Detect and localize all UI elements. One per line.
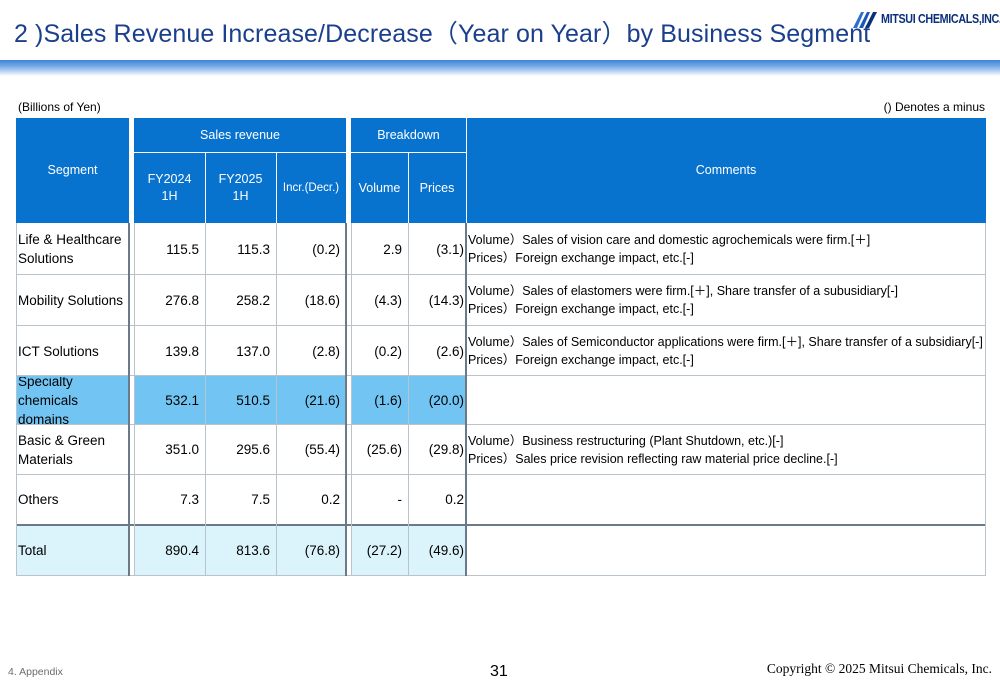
incr-value: (55.4) — [304, 442, 340, 457]
fy2025-value: 510.5 — [236, 393, 270, 408]
prices-value: (29.8) — [428, 442, 464, 457]
minus-note: () Denotes a minus — [883, 100, 985, 114]
prices-value: (49.6) — [428, 543, 464, 558]
prices-value: (2.6) — [436, 343, 464, 359]
prices-value: 0.2 — [445, 492, 464, 507]
company-logo: MITSUI CHEMICALS,INC. — [852, 8, 1000, 30]
header-volume: Volume — [351, 153, 408, 223]
table-row-segment: Basic & Green Materials — [18, 432, 106, 467]
header-prices: Prices — [408, 153, 466, 223]
table-row-segment: Mobility Solutions — [18, 292, 124, 308]
fy2025-value: 813.6 — [236, 543, 270, 558]
volume-value: (25.6) — [366, 442, 402, 457]
header-comments: Comments — [466, 118, 986, 223]
volume-value: - — [397, 492, 403, 507]
volume-value: 2.9 — [383, 241, 402, 257]
incr-value: (0.2) — [312, 241, 340, 257]
fy2025-value: 137.0 — [236, 343, 270, 359]
comment-cell: Volume）Sales of Semiconductor applicatio… — [468, 335, 983, 367]
footer-section: 4. Appendix — [8, 666, 63, 678]
header-segment: Segment — [16, 118, 129, 223]
header-sales-revenue: Sales revenue — [134, 118, 346, 153]
header-fy2024: FY2024 1H — [134, 153, 205, 223]
fy2025-value: 7.5 — [251, 492, 270, 507]
header-fy2025: FY2025 1H — [205, 153, 276, 223]
header-incr-decr: Incr.(Decr.) — [276, 153, 346, 223]
comment-cell — [466, 526, 986, 575]
volume-value: (4.3) — [374, 292, 402, 308]
fy2024-value: 532.1 — [165, 393, 199, 408]
fy2025-value: 115.3 — [237, 241, 270, 257]
header-breakdown: Breakdown — [351, 118, 466, 153]
table-row-total: Total — [18, 543, 47, 558]
table-row-segment: Others — [18, 492, 59, 507]
fy2024-value: 351.0 — [165, 442, 199, 457]
incr-value: (21.6) — [304, 393, 340, 408]
incr-value: 0.2 — [321, 492, 340, 507]
logo-mark-icon — [853, 12, 877, 28]
logo-text: MITSUI CHEMICALS,INC. — [881, 12, 1000, 26]
comment-cell: Volume）Sales of vision care and domestic… — [468, 233, 871, 265]
unit-note: (Billions of Yen) — [18, 100, 101, 114]
incr-value: (18.6) — [304, 292, 340, 308]
fy2024-value: 139.8 — [165, 343, 199, 359]
prices-value: (3.1) — [436, 241, 464, 257]
fy2024-value: 7.3 — [180, 492, 199, 507]
fy2024-value: 276.8 — [165, 292, 199, 308]
page-title: 2 )Sales Revenue Increase/Decrease（Year … — [14, 20, 871, 48]
fy2024-value: 115.5 — [166, 241, 199, 257]
comment-cell: Volume）Business restructuring (Plant Shu… — [468, 433, 838, 466]
header-band — [0, 60, 1000, 76]
table-row-segment: Life & Healthcare Solutions — [18, 232, 122, 266]
table-row-segment: Specialty chemicals domains — [18, 377, 79, 424]
fy2025-value: 295.6 — [236, 442, 270, 457]
volume-value: (1.6) — [374, 393, 402, 408]
prices-value: (20.0) — [428, 393, 464, 408]
incr-value: (2.8) — [312, 343, 340, 359]
page-number: 31 — [490, 663, 508, 680]
volume-value: (27.2) — [366, 543, 402, 558]
fy2025-value: 258.2 — [236, 292, 270, 308]
comment-cell — [466, 475, 986, 524]
volume-value: (0.2) — [374, 343, 402, 359]
comment-cell — [466, 377, 986, 424]
table-row-segment: ICT Solutions — [18, 343, 99, 359]
comment-cell: Volume）Sales of elastomers were firm.[＋]… — [468, 284, 899, 316]
copyright: Copyright © 2025 Mitsui Chemicals, Inc. — [766, 661, 992, 676]
incr-value: (76.8) — [304, 543, 340, 558]
fy2024-value: 890.4 — [165, 543, 199, 558]
prices-value: (14.3) — [428, 292, 464, 308]
